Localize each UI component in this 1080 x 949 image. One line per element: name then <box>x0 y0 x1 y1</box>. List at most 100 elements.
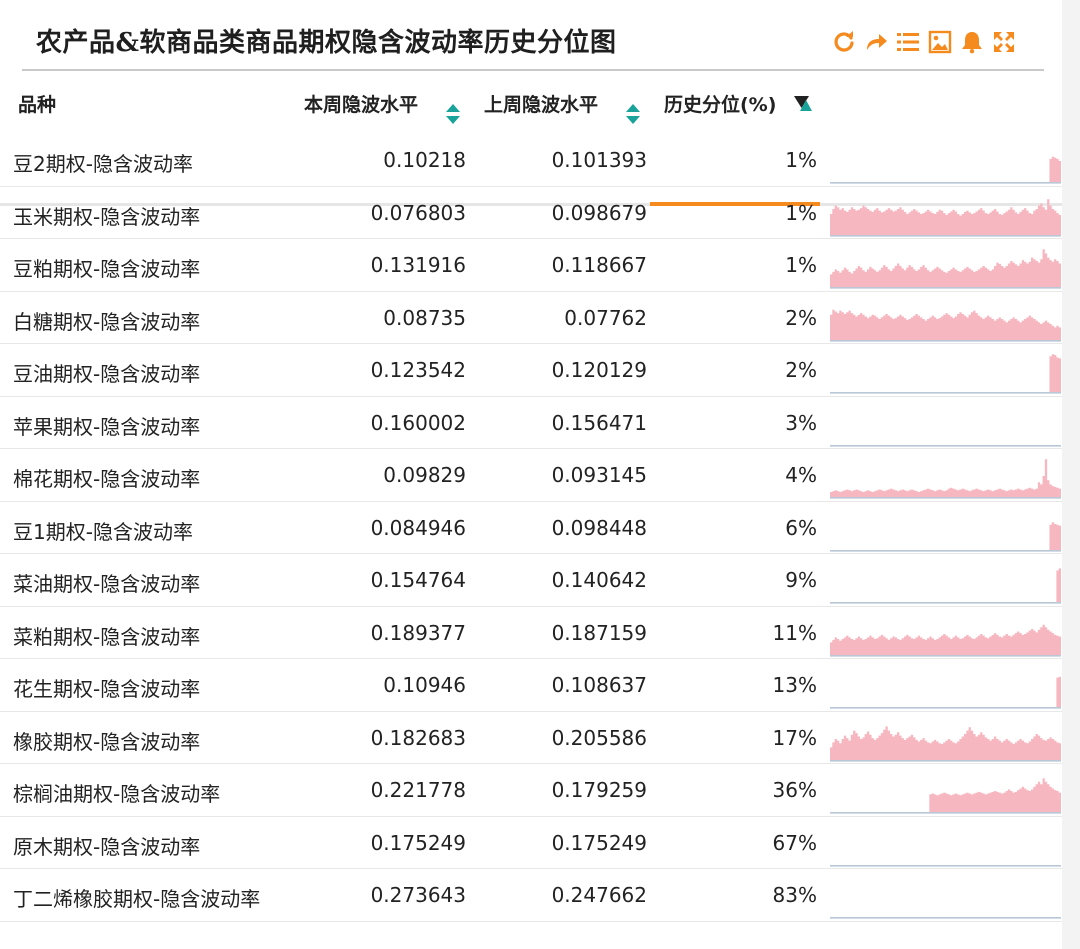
row-previous-value: 0.120129 <box>551 358 647 382</box>
sparkline-chart <box>830 916 1061 919</box>
row-name: 棉花期权-隐含波动率 <box>13 467 201 491</box>
col-previous-header[interactable]: 上周隐波水平 <box>484 94 599 116</box>
row-percentile: 67% <box>772 830 817 855</box>
list-icon <box>896 32 919 51</box>
fullscreen-icon <box>993 31 1014 52</box>
row-name: 白糖期权-隐含波动率 <box>13 309 201 334</box>
row-current-value: 0.076803 <box>370 200 466 225</box>
sparkline-area <box>1049 354 1061 392</box>
row-current-value: 0.10946 <box>383 673 466 697</box>
row-percentile: 1% <box>785 200 817 225</box>
row-percentile: 36% <box>772 778 817 802</box>
table-row[interactable]: 丁二烯橡胶期权-隐含波动率 0.273643 0.247662 83% <box>0 869 1062 922</box>
sparkline-area <box>830 459 1061 497</box>
sparkline-chart <box>830 459 1061 499</box>
sparkline-area <box>1049 156 1061 182</box>
refresh-icon <box>833 30 854 52</box>
row-previous-value: 0.140642 <box>551 568 647 592</box>
row-previous-value: 0.108637 <box>551 673 647 697</box>
sort-previous-icon[interactable] <box>624 102 642 126</box>
sparkline-area <box>830 624 1061 655</box>
row-percentile: 6% <box>785 515 817 540</box>
row-percentile: 9% <box>785 568 817 592</box>
row-previous-value: 0.098448 <box>551 515 647 540</box>
bell-icon <box>961 31 982 53</box>
row-name: 豆1期权-隐含波动率 <box>13 519 193 544</box>
sparkline-chart <box>830 309 1061 342</box>
sparkline-area <box>1049 521 1061 550</box>
col-current-header[interactable]: 本周隐波水平 <box>304 94 419 116</box>
row-percentile: 3% <box>785 410 817 435</box>
sparkline-chart <box>830 676 1061 709</box>
share-button[interactable] <box>862 28 889 55</box>
row-previous-value: 0.205586 <box>551 725 647 750</box>
row-name: 苹果期权-隐含波动率 <box>13 414 201 439</box>
sparkline-chart <box>830 725 1061 762</box>
table-row[interactable]: 豆2期权-隐含波动率 0.10218 0.101393 1% <box>0 134 1062 187</box>
row-name: 原木期权-隐含波动率 <box>13 834 201 859</box>
sparkline-area <box>830 249 1061 287</box>
sparkline-chart <box>830 624 1061 657</box>
fullscreen-button[interactable] <box>990 28 1017 55</box>
image-button[interactable] <box>926 28 953 55</box>
table-row[interactable]: 原木期权-隐含波动率 0.175249 0.175249 67% <box>0 817 1062 869</box>
table-row[interactable]: 花生期权-隐含波动率 0.10946 0.108637 13% <box>0 659 1062 712</box>
sparkline-chart <box>830 864 1061 867</box>
row-current-value: 0.123542 <box>370 358 466 382</box>
sort-current-icon[interactable] <box>444 102 462 126</box>
sort-percentile-icon[interactable] <box>792 94 814 114</box>
table-row[interactable]: 玉米期权-隐含波动率 0.076803 0.098679 1% <box>0 187 1062 239</box>
col-percentile-header[interactable]: 历史分位(%) <box>664 94 777 116</box>
row-previous-value: 0.179259 <box>551 778 647 802</box>
sparkline-area <box>1056 676 1061 707</box>
table-row[interactable]: 豆1期权-隐含波动率 0.084946 0.098448 6% <box>0 502 1062 554</box>
sparkline-chart <box>830 521 1061 552</box>
row-current-value: 0.221778 <box>370 778 466 802</box>
table-row[interactable]: 白糖期权-隐含波动率 0.08735 0.07762 2% <box>0 292 1062 344</box>
table-row[interactable]: 豆油期权-隐含波动率 0.123542 0.120129 2% <box>0 344 1062 397</box>
table-row[interactable]: 菜粕期权-隐含波动率 0.189377 0.187159 11% <box>0 607 1062 659</box>
row-percentile: 1% <box>785 148 817 172</box>
title-bar: 农产品&软商品类商品期权隐含波动率历史分位图 <box>0 0 1062 71</box>
table-row[interactable]: 棉花期权-隐含波动率 0.09829 0.093145 4% <box>0 449 1062 502</box>
refresh-button[interactable] <box>830 28 857 55</box>
table-row[interactable]: 棕榈油期权-隐含波动率 0.221778 0.179259 36% <box>0 764 1062 817</box>
table-row[interactable]: 菜油期权-隐含波动率 0.154764 0.140642 9% <box>0 554 1062 607</box>
row-current-value: 0.189377 <box>370 620 466 645</box>
row-name: 菜油期权-隐含波动率 <box>13 572 201 596</box>
toolbar <box>830 28 1017 58</box>
row-current-value: 0.160002 <box>370 410 466 435</box>
row-name: 花生期权-隐含波动率 <box>13 677 201 701</box>
row-name: 玉米期权-隐含波动率 <box>13 204 201 229</box>
alert-button[interactable] <box>958 28 985 55</box>
table-body: 豆2期权-隐含波动率 0.10218 0.101393 1% 玉米期权-隐含波动率 0.0… <box>0 134 1062 922</box>
table-row[interactable]: 苹果期权-隐含波动率 0.160002 0.156471 3% <box>0 397 1062 449</box>
sparkline-area <box>830 198 1061 235</box>
sparkline-chart <box>830 249 1061 289</box>
sparkline-area <box>1056 568 1061 602</box>
table-row[interactable]: 豆粕期权-隐含波动率 0.131916 0.118667 1% <box>0 239 1062 292</box>
row-name: 豆2期权-隐含波动率 <box>13 152 193 176</box>
title-divider <box>22 69 1044 71</box>
row-name: 菜粕期权-隐含波动率 <box>13 624 201 649</box>
header-divider <box>0 203 1062 206</box>
share-icon <box>866 33 887 50</box>
row-current-value: 0.09829 <box>383 463 466 487</box>
sparkline-chart <box>830 156 1061 184</box>
sparkline-chart <box>830 354 1061 394</box>
row-percentile: 1% <box>785 253 817 277</box>
row-percentile: 4% <box>785 463 817 487</box>
sparkline-area <box>830 725 1061 760</box>
row-percentile: 17% <box>772 725 817 750</box>
row-name: 豆油期权-隐含波动率 <box>13 362 201 386</box>
row-previous-value: 0.07762 <box>564 305 647 330</box>
list-button[interactable] <box>894 28 921 55</box>
row-name: 丁二烯橡胶期权-隐含波动率 <box>13 887 261 911</box>
row-previous-value: 0.156471 <box>551 410 647 435</box>
table-row[interactable]: 橡胶期权-隐含波动率 0.182683 0.205586 17% <box>0 712 1062 764</box>
row-current-value: 0.131916 <box>370 253 466 277</box>
row-percentile: 2% <box>785 305 817 330</box>
image-icon <box>928 30 951 53</box>
row-current-value: 0.08735 <box>383 305 466 330</box>
row-current-value: 0.154764 <box>370 568 466 592</box>
